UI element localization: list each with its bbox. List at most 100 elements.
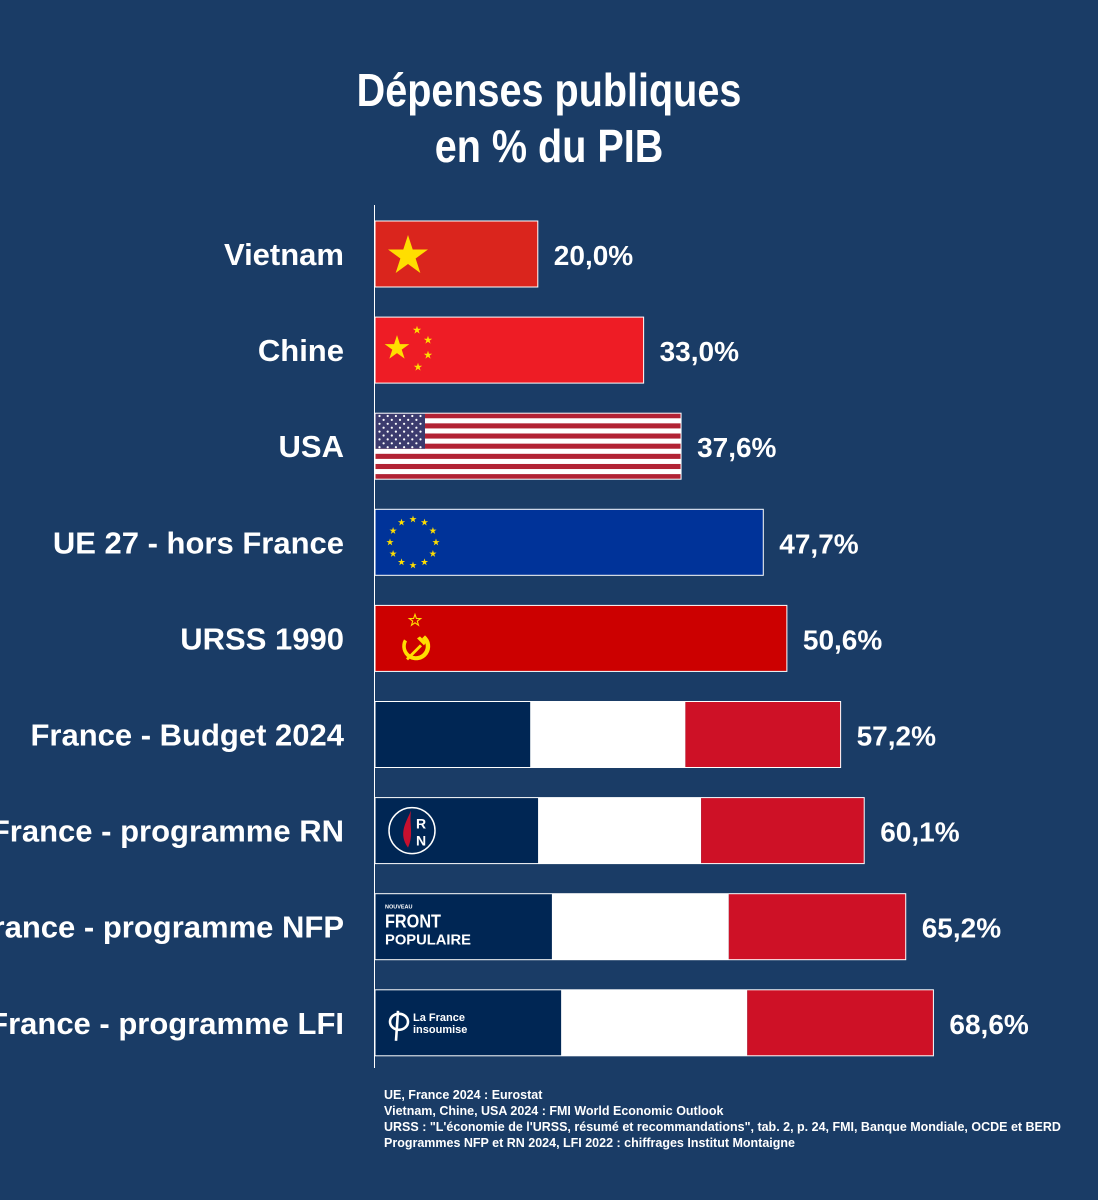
flag-stripe (375, 453, 682, 460)
lfi-logo-line-1: La France (413, 1012, 465, 1024)
bar-outline (374, 508, 764, 576)
bar-outline (374, 316, 645, 384)
flag-stripe (375, 463, 682, 470)
flag-star-dot (382, 418, 385, 421)
flag-band-red (685, 701, 841, 768)
flag-star-dot (394, 438, 397, 441)
flag-star-dot (411, 414, 414, 418)
bar-row: USA 37,6% (279, 412, 777, 480)
hammer-icon (406, 636, 426, 661)
eu-star-icon (409, 561, 417, 569)
chart-title: Dépenses publiques en % du PIB (77, 62, 1021, 174)
flag-band-white (551, 893, 729, 960)
bar (374, 220, 539, 288)
bar-row: France - Budget 2024 57,2% (30, 701, 936, 768)
flag-stripe (375, 418, 682, 424)
flag-star-dot (403, 430, 406, 433)
category-label: France - programme LFI (0, 1006, 344, 1041)
flag-band-white (530, 701, 686, 768)
eu-star-icon (389, 550, 397, 557)
flag-star-dot (415, 442, 418, 445)
flag-star-dot (411, 422, 414, 425)
flag-star-dot (390, 442, 393, 445)
eu-star-icon (420, 558, 429, 566)
flag-band-blue (375, 797, 539, 864)
flag-star-dot (407, 418, 410, 421)
flag-stripe (375, 433, 682, 439)
flag-star-dot (394, 414, 397, 418)
flag-stripe (375, 443, 682, 450)
china-small-star-icon (412, 325, 422, 334)
bar: RN (374, 797, 865, 865)
flag-star-dot (411, 446, 414, 449)
china-large-star-icon (384, 335, 410, 359)
bar-outline (374, 701, 842, 768)
bar-outline (374, 893, 907, 961)
value-label: 37,6% (697, 432, 776, 463)
flag-star-dot (378, 438, 381, 441)
bar (374, 701, 842, 768)
china-small-star-icon (423, 335, 433, 344)
flag-star-dot (378, 430, 381, 433)
title-line-1: Dépenses publiques (356, 64, 742, 116)
bar-row: URSS 1990 50,6% (180, 604, 882, 672)
value-label: 33,0% (660, 336, 739, 367)
eu-star-icon (409, 515, 417, 523)
flag-stripe (375, 413, 682, 419)
category-label: URSS 1990 (180, 621, 344, 656)
eu-star-icon (397, 518, 406, 526)
eu-star-icon (420, 518, 429, 526)
flag-star-dot (386, 446, 389, 449)
flag-star-dot (398, 442, 402, 445)
hammer-and-sickle-icon (402, 635, 431, 661)
flag-star-dot (398, 426, 402, 429)
flag-star-dot (378, 446, 381, 449)
china-small-star-icon (423, 350, 433, 359)
flag-star-dot (382, 442, 385, 445)
flag-field (375, 317, 644, 384)
flag-stripe (375, 469, 682, 475)
nfp-logo-line-3: POPULAIRE (385, 932, 471, 949)
flag-star-dot (390, 434, 393, 437)
sources-note: UE, France 2024 : Eurostat Vietnam, Chin… (384, 1087, 1084, 1151)
flag-star-dot (407, 426, 410, 429)
flag-star-dot (419, 414, 422, 418)
flag-star-dot (394, 446, 397, 449)
bar-row: UE 27 - hors France 47,7% (53, 508, 859, 576)
bar-outline (374, 604, 788, 672)
flag-star-dot (390, 426, 393, 429)
eu-star-icon (389, 527, 397, 534)
flag-band-red (701, 797, 865, 864)
flag-band-white (561, 989, 748, 1056)
flag-star-dot (378, 414, 381, 418)
flag-stripe (375, 474, 682, 480)
flag-star-dot (394, 422, 397, 425)
nfp-logo-line-1: NOUVEAU (385, 905, 413, 911)
rn-flame-icon (403, 810, 412, 848)
category-label: France - programme NFP (0, 910, 344, 945)
flag-stripe (375, 423, 682, 429)
flag-star-dot (382, 426, 385, 429)
source-line-4: Programmes NFP et RN 2024, LFI 2022 : ch… (384, 1136, 795, 1150)
bar (374, 316, 645, 384)
flag-star-dot (398, 434, 402, 437)
category-label: USA (279, 429, 344, 464)
flag-star-dot (407, 434, 410, 437)
nfp-logo-line-2: FRONT (385, 912, 441, 932)
value-label: 68,6% (949, 1009, 1028, 1040)
flag-star-dot (378, 422, 381, 425)
flag-star-dot (411, 438, 414, 441)
china-small-star-icon (413, 362, 423, 371)
flag-star-dot (419, 446, 422, 449)
eu-star-icon (432, 538, 440, 546)
bar-row: France - programme NFP NOUVEAUFRONTPOPULA… (0, 893, 1001, 961)
source-line-2: Vietnam, Chine, USA 2024 : FMI World Eco… (384, 1104, 724, 1118)
category-label: France - programme RN (0, 814, 344, 849)
flag-band-white (538, 797, 702, 864)
bar-row: France - programme LFI La Franceinsoumise… (0, 989, 1029, 1057)
rn-logo-r: R (416, 816, 426, 832)
eu-star-icon (386, 538, 394, 546)
flag-field (375, 605, 787, 672)
flag-star-dot (415, 434, 418, 437)
